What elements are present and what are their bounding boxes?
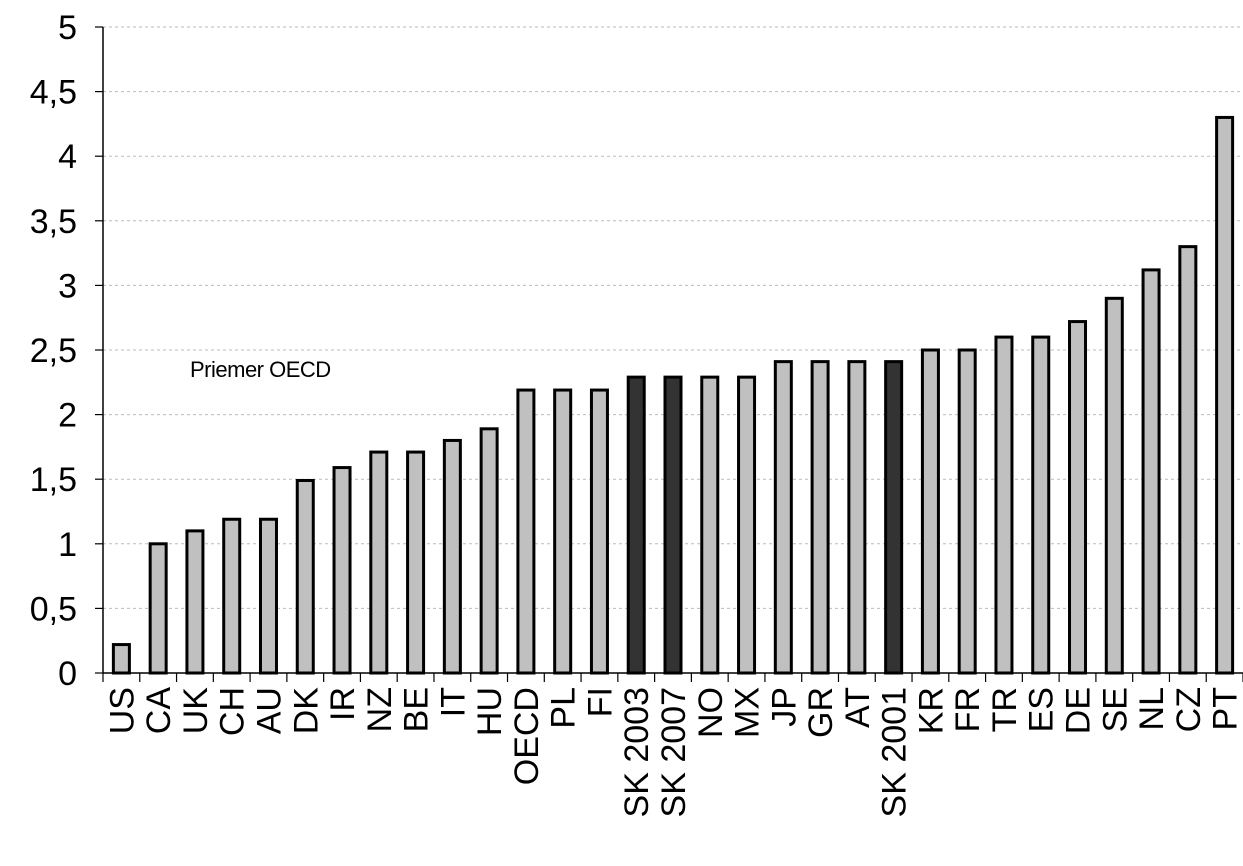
- bar-no: [700, 375, 720, 675]
- y-tick-label: 2,5: [30, 332, 77, 370]
- y-tick-label: 0,5: [30, 590, 77, 628]
- x-tick-label: PL: [545, 687, 583, 729]
- x-tick-label: MX: [729, 687, 767, 738]
- bar-ch: [222, 517, 242, 675]
- x-tick-label: FI: [581, 687, 619, 717]
- x-tick-label: AU: [250, 687, 288, 734]
- x-tick-label: AT: [839, 687, 877, 728]
- x-tick-label: CA: [140, 687, 178, 735]
- bar-hu: [479, 427, 499, 675]
- y-tick-label: 3: [58, 267, 77, 305]
- bar-tr: [994, 335, 1014, 675]
- x-tick-label: IR: [324, 687, 362, 721]
- y-tick-label: 0: [58, 655, 77, 693]
- x-tick-label: NZ: [361, 687, 399, 732]
- x-tick-label: DK: [287, 687, 325, 735]
- bar-it: [442, 438, 462, 675]
- bar-sk-2001: [884, 360, 904, 675]
- y-tick-label: 2: [58, 397, 77, 435]
- x-tick-label: TR: [986, 687, 1024, 732]
- y-tick-label: 1,5: [30, 461, 77, 499]
- bar-dk: [295, 478, 315, 675]
- x-tick-label: ES: [1023, 687, 1061, 732]
- y-tick-label: 1: [58, 526, 77, 564]
- y-axis-tick-labels: 0 0,5 1 1,5 2 2,5 3 3,5 4 4,5 5: [30, 9, 103, 693]
- bar-uk: [185, 529, 205, 675]
- x-tick-label: SK 2007: [655, 687, 693, 817]
- bar-fr: [957, 348, 977, 675]
- bars: [111, 115, 1235, 675]
- x-tick-label: HU: [471, 687, 509, 736]
- x-tick-label: IT: [434, 687, 472, 717]
- bar-cz: [1178, 245, 1198, 675]
- bar-mx: [737, 375, 757, 675]
- bar-be: [406, 450, 426, 675]
- bar-at: [847, 360, 867, 675]
- x-tick-label: JP: [765, 687, 803, 727]
- x-tick-label: CH: [214, 687, 252, 736]
- bar-pl: [553, 388, 573, 675]
- x-tick-label: DE: [1060, 687, 1098, 734]
- x-tick-label: UK: [177, 687, 215, 735]
- bar-nl: [1141, 268, 1161, 675]
- bar-au: [258, 517, 278, 675]
- bar-kr: [920, 348, 940, 675]
- y-tick-label: 4: [58, 138, 77, 176]
- bar-es: [1031, 335, 1051, 675]
- x-tick-label: BE: [398, 687, 436, 732]
- chart-annotation: Priemer OECD: [190, 357, 331, 382]
- bar-nz: [369, 450, 389, 675]
- bar-gr: [810, 360, 830, 675]
- x-tick-label: SK 2003: [618, 687, 656, 817]
- y-tick-label: 4,5: [30, 74, 77, 112]
- x-tick-label: FR: [949, 687, 987, 732]
- bar-sk-2007: [663, 375, 683, 675]
- y-tick-label: 3,5: [30, 203, 77, 241]
- bar-oecd: [516, 388, 536, 675]
- x-tick-label: KR: [912, 687, 950, 734]
- x-tick-label: GR: [802, 687, 840, 738]
- x-tick-label: NO: [692, 687, 730, 738]
- bar-se: [1104, 296, 1124, 675]
- x-tick-label: SE: [1096, 687, 1134, 732]
- x-tick-label: US: [103, 687, 141, 734]
- x-tick-label: OECD: [508, 687, 546, 785]
- bar-ca: [148, 542, 168, 675]
- bar-sk-2003: [626, 375, 646, 675]
- x-tick-label: PT: [1207, 687, 1243, 730]
- x-tick-label: SK 2001: [876, 687, 914, 817]
- y-tick-label: 5: [58, 9, 77, 47]
- bar-pt: [1215, 115, 1235, 675]
- x-tick-label: NL: [1133, 687, 1171, 730]
- bar-jp: [773, 360, 793, 675]
- axes: [102, 27, 1243, 682]
- bar-de: [1068, 320, 1088, 675]
- bar-ir: [332, 466, 352, 675]
- x-tick-label: CZ: [1170, 687, 1208, 732]
- bar-us: [111, 643, 131, 675]
- bar-fi: [589, 388, 609, 675]
